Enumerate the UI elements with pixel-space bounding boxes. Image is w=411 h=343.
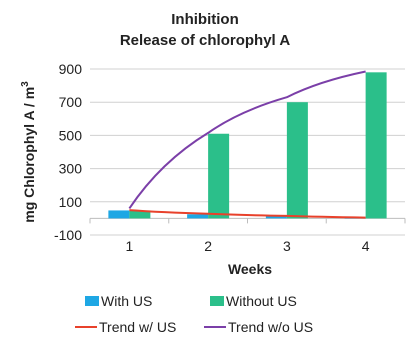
chart-title-line-2: Release of chlorophyl A <box>120 32 290 49</box>
y-tick-label: 300 <box>59 161 83 177</box>
x-tick-label: 4 <box>362 238 370 254</box>
bar-without-us-2 <box>208 133 230 219</box>
y-axis-title: mg Chlorophyl A / m3 <box>20 81 37 223</box>
y-axis-title-main: mg Chlorophyl A / m <box>21 87 37 223</box>
x-tick-label: 2 <box>204 238 212 254</box>
x-axis-ticks: 1 2 3 4 <box>125 238 369 254</box>
legend-label-without-us: Without US <box>226 293 297 309</box>
bar-with-us-2 <box>187 214 209 219</box>
bars <box>108 72 387 219</box>
y-axis-ticks: 900 700 500 300 100 -100 <box>54 61 82 243</box>
x-axis-title: Weeks <box>228 261 272 277</box>
chart-title-line-1: Inhibition <box>171 11 238 28</box>
y-tick-label: 100 <box>59 194 83 210</box>
y-tick-label: 700 <box>59 94 83 110</box>
legend-label-trend-without-us: Trend w/o US <box>228 319 313 335</box>
bar-without-us-1 <box>129 210 151 219</box>
legend-label-with-us: With US <box>101 293 152 309</box>
bar-without-us-4 <box>365 72 387 219</box>
bar-without-us-3 <box>286 102 308 219</box>
y-axis-title-superscript: 3 <box>20 81 31 87</box>
legend-label-trend-with-us: Trend w/ US <box>99 319 176 335</box>
legend: With US Without US Trend w/ US Trend w/o… <box>75 293 313 335</box>
legend-swatch-without-us <box>210 296 224 306</box>
bar-with-us-3 <box>265 216 287 219</box>
trend-lines <box>128 70 366 219</box>
legend-swatch-with-us <box>85 296 99 306</box>
y-tick-label: 900 <box>59 61 83 77</box>
y-tick-label: 500 <box>59 127 83 143</box>
y-tick-label: -100 <box>54 227 82 243</box>
y-axis-title-group: mg Chlorophyl A / m3 <box>20 81 37 223</box>
x-tick-label: 3 <box>283 238 291 254</box>
line-trend-w-o-us <box>128 70 366 209</box>
x-tick-label: 1 <box>125 238 133 254</box>
line-trend-w-us <box>129 209 366 219</box>
bar-with-us-1 <box>108 210 130 219</box>
